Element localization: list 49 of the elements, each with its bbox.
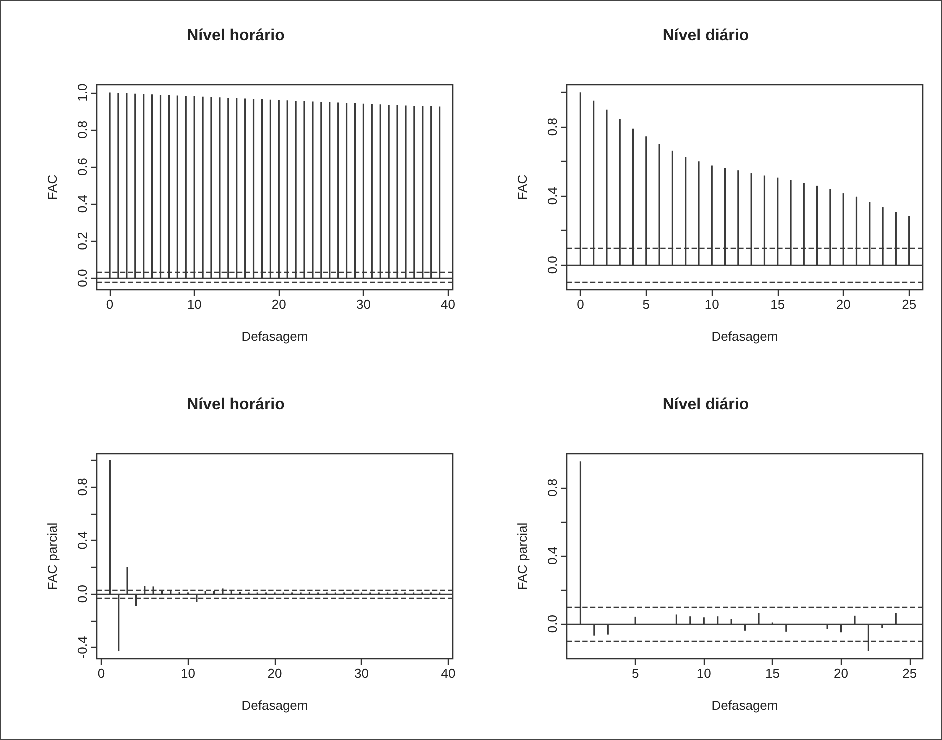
x-tick-label: 20: [834, 666, 848, 681]
x-tick-label: 0: [98, 666, 106, 681]
y-tick-label: 0.8: [545, 478, 560, 497]
y-tick-label: 0.0: [75, 585, 90, 604]
x-tick-label: 20: [836, 297, 851, 312]
y-tick-label: 0.4: [545, 546, 560, 566]
x-tick-label: 25: [902, 666, 918, 681]
x-tick-label: 30: [356, 297, 371, 312]
x-axis-title: Defasagem: [712, 329, 778, 344]
x-tick-label: 5: [642, 297, 650, 312]
x-tick-label: 15: [765, 666, 780, 681]
x-tick-label: 5: [632, 666, 640, 681]
x-tick-label: 20: [272, 297, 286, 312]
chart-title: Nível horário: [187, 396, 286, 414]
x-axis-title: Defasagem: [242, 698, 308, 713]
x-tick-label: 10: [704, 297, 720, 312]
y-tick-label: 0.0: [75, 269, 90, 288]
y-tick-label: 0.2: [75, 232, 90, 250]
y-tick-label: 0.0: [545, 615, 560, 634]
x-tick-label: 0: [106, 297, 114, 312]
y-tick-label: 0.0: [545, 256, 560, 274]
x-axis-title: Defasagem: [712, 698, 778, 713]
chart-title: Nível diário: [662, 396, 750, 414]
y-tick-label: 0.8: [545, 118, 560, 136]
x-axis-title: Defasagem: [242, 329, 308, 344]
y-tick-label: 0.4: [545, 187, 560, 206]
chart-title: Nível horário: [187, 28, 286, 44]
x-tick-label: 15: [770, 297, 786, 312]
x-tick-label: 25: [902, 297, 917, 312]
x-tick-label: 40: [441, 297, 456, 312]
y-tick-label: -0.4: [75, 636, 90, 659]
y-axis-title: FAC parcial: [515, 522, 530, 590]
chart-title: Nível diário: [662, 28, 750, 44]
x-tick-label: 10: [181, 666, 196, 681]
y-axis-title: FAC: [45, 174, 60, 200]
x-tick-label: 10: [187, 297, 202, 312]
x-tick-label: 20: [268, 666, 282, 681]
y-axis-title: FAC parcial: [45, 522, 60, 590]
y-axis-title: FAC: [515, 174, 530, 200]
y-tick-label: 0.8: [75, 120, 90, 139]
y-tick-label: 1.0: [75, 84, 90, 102]
x-tick-label: 40: [441, 666, 456, 681]
y-tick-label: 0.4: [75, 532, 90, 550]
x-tick-label: 10: [696, 666, 712, 681]
y-tick-label: 0.4: [75, 195, 90, 214]
y-tick-label: 0.6: [75, 158, 90, 176]
x-tick-label: 30: [354, 666, 369, 681]
x-tick-label: 0: [577, 297, 584, 312]
y-tick-label: 0.8: [75, 478, 90, 496]
